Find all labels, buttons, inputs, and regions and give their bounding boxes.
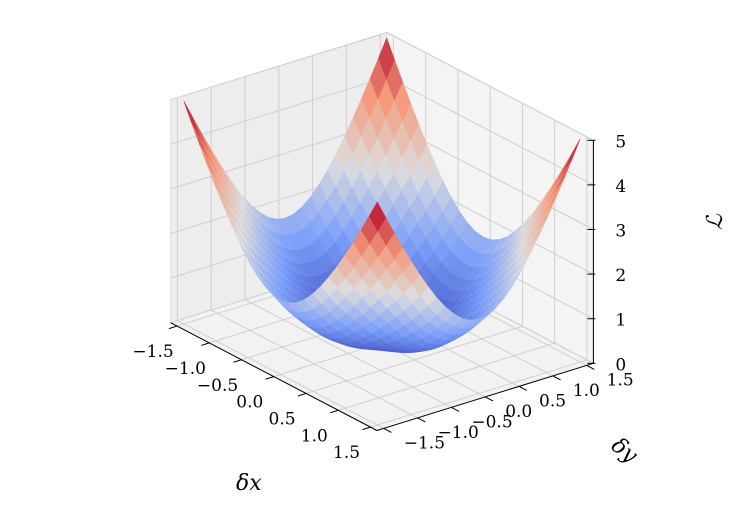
x-tick-label: −1.0 (165, 359, 206, 379)
x-tick-label: −0.5 (197, 376, 238, 396)
grid-z-back (386, 76, 594, 186)
x-axis-line (170, 322, 378, 431)
y-tick-mark (417, 417, 426, 423)
z-tick-label: 3 (615, 222, 626, 242)
y-tick-mark (451, 406, 460, 412)
z-tick-label: 2 (615, 266, 626, 286)
y-tick-mark (552, 375, 561, 381)
grid-z-back (386, 32, 594, 141)
x-tick-label: −1.5 (132, 342, 173, 362)
x-tick-mark (265, 376, 274, 380)
z-axis-label: ℒ (703, 213, 728, 230)
x-tick-mark (297, 392, 307, 397)
y-axis-ticks: −1.5−1.0−0.50.0 0.5 1.0 1.5 (383, 364, 634, 453)
x-tick-label: 1.5 (333, 443, 360, 463)
x-tick-label: 1.0 (301, 426, 328, 446)
y-tick-label: 0.5 (539, 391, 566, 411)
grid-y-floor (210, 309, 418, 419)
y-tick-label: 0.0 (505, 402, 532, 422)
x-tick-label: 0.0 (236, 393, 263, 413)
x-tick-label: 0.5 (269, 409, 296, 429)
z-axis-ticks: 0 1 2 3 4 5 (587, 132, 626, 375)
x-tick-mark (201, 342, 210, 346)
z-tick-label: 1 (615, 311, 626, 331)
y-tick-label: 1.0 (573, 381, 600, 401)
y-tick-label: −0.5 (471, 412, 512, 432)
x-axis-ticks: −1.5−1.0−0.50.00.51.01.5 (132, 322, 594, 463)
y-tick-mark (383, 427, 392, 433)
y-tick-mark (484, 396, 494, 402)
y-tick-label: 1.5 (607, 370, 634, 390)
x-tick-mark (330, 409, 339, 414)
x-axis-label: δx (236, 471, 262, 496)
x-tick-mark (233, 359, 242, 363)
x-tick-mark (168, 325, 178, 330)
grid-y-floor (177, 320, 384, 429)
z-tick-label: 5 (615, 132, 626, 152)
z-tick-label: 4 (615, 177, 626, 197)
y-axis-label: δy (606, 433, 642, 469)
grid-y-floor (244, 299, 452, 408)
y-tick-mark (518, 385, 527, 391)
x-tick-mark (362, 426, 371, 431)
grid-z-left (170, 32, 388, 101)
y-tick-mark (586, 364, 595, 370)
z-tick-label: 0 (615, 355, 626, 375)
grid-z-left (170, 76, 388, 145)
surface-facet (368, 201, 387, 232)
y-tick-label: −1.5 (404, 433, 445, 453)
surface-mesh (183, 37, 581, 354)
y-tick-label: −1.0 (438, 423, 479, 443)
